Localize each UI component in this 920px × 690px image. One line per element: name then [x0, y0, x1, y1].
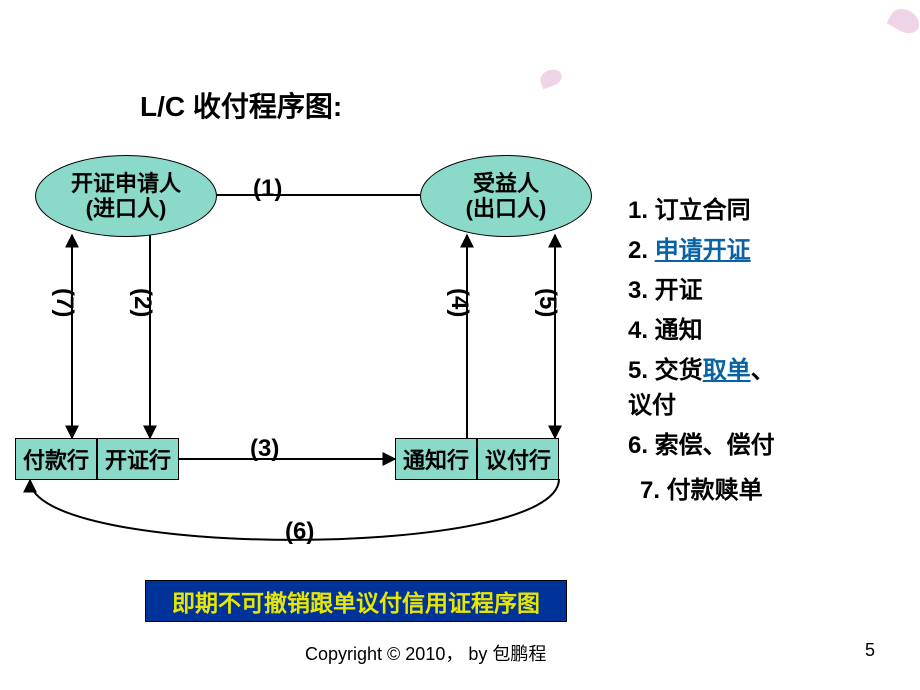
legend-item-6: 议付 — [628, 385, 676, 420]
legend-item-4: 4. 通知 — [628, 310, 703, 345]
node-paying-bank: 付款行 — [15, 438, 97, 480]
caption-box: 即期不可撤销跟单议付信用证程序图 — [145, 580, 567, 622]
page-number: 5 — [865, 640, 875, 661]
edge-label-e5: (5) — [533, 288, 561, 317]
node-negotiating-bank: 议付行 — [477, 438, 559, 480]
edge-label-e7: (7) — [50, 288, 78, 317]
petal-decor — [887, 4, 920, 38]
edge-label-e2: (2) — [128, 288, 156, 317]
node-applicant: 开证申请人(进口人) — [35, 155, 217, 237]
footer-copyright: Copyright © 2010， by 包鹏程 — [305, 640, 546, 666]
legend-item-8: 7. 付款赎单 — [640, 470, 763, 505]
legend-link[interactable]: 申请开证 — [655, 237, 751, 264]
edge-label-e6: (6) — [285, 518, 314, 546]
legend-item-5: 5. 交货取单、 — [628, 350, 775, 385]
page-title: L/C 收付程序图: — [140, 85, 342, 125]
edge-label-e3: (3) — [250, 435, 279, 463]
legend-item-1: 1. 订立合同 — [628, 190, 751, 225]
node-issuing-bank: 开证行 — [97, 438, 179, 480]
edge-label-e1: (1) — [253, 175, 282, 203]
edge-label-e4: (4) — [445, 288, 473, 317]
node-advising-bank: 通知行 — [395, 438, 477, 480]
node-beneficiary: 受益人(出口人) — [420, 155, 592, 237]
legend-item-7: 6. 索偿、偿付 — [628, 425, 775, 460]
legend-item-2: 2. 申请开证 — [628, 230, 751, 265]
legend-link[interactable]: 取单 — [703, 357, 751, 384]
legend-item-3: 3. 开证 — [628, 270, 703, 305]
petal-decor — [538, 67, 564, 90]
